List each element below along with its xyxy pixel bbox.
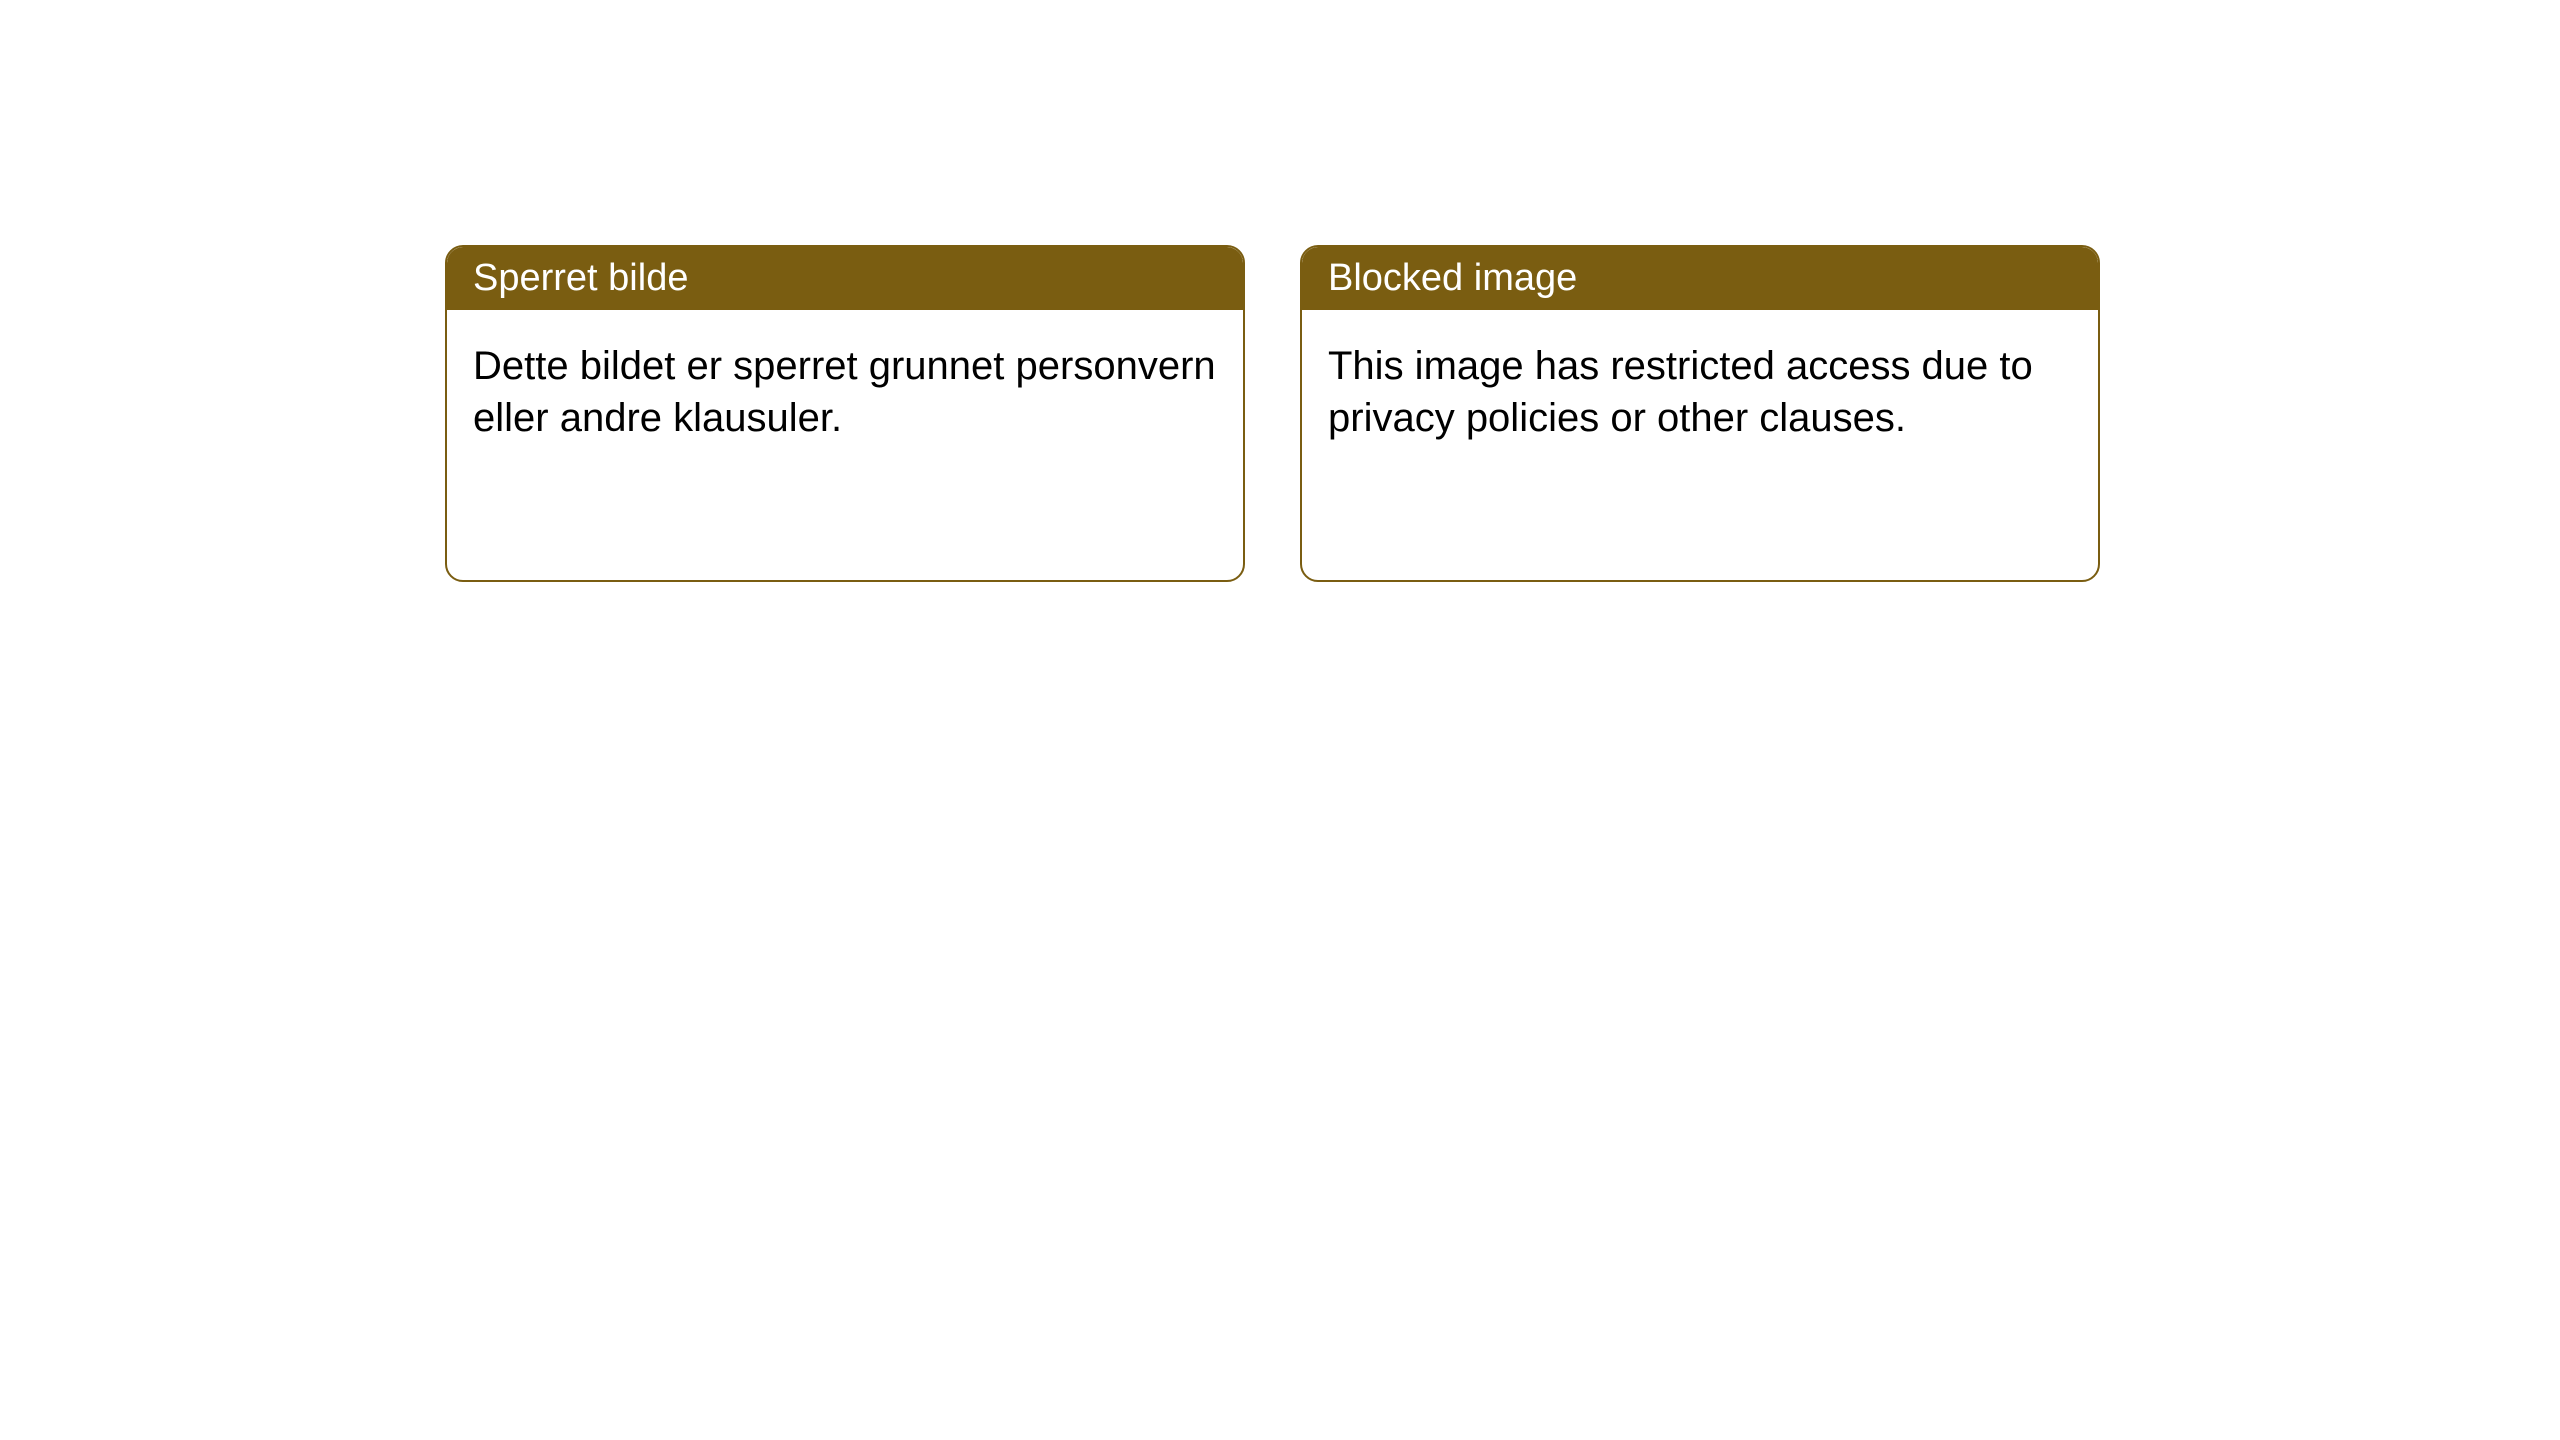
card-body-no: Dette bildet er sperret grunnet personve… [447, 310, 1243, 580]
blocked-image-card-no: Sperret bilde Dette bildet er sperret gr… [445, 245, 1245, 582]
card-header-en: Blocked image [1302, 247, 2098, 310]
card-header-no: Sperret bilde [447, 247, 1243, 310]
card-title-no: Sperret bilde [473, 257, 688, 299]
notice-container: Sperret bilde Dette bildet er sperret gr… [445, 245, 2100, 582]
card-message-no: Dette bildet er sperret grunnet personve… [473, 344, 1216, 440]
card-body-en: This image has restricted access due to … [1302, 310, 2098, 580]
blocked-image-card-en: Blocked image This image has restricted … [1300, 245, 2100, 582]
card-title-en: Blocked image [1328, 257, 1577, 299]
card-message-en: This image has restricted access due to … [1328, 344, 2033, 440]
